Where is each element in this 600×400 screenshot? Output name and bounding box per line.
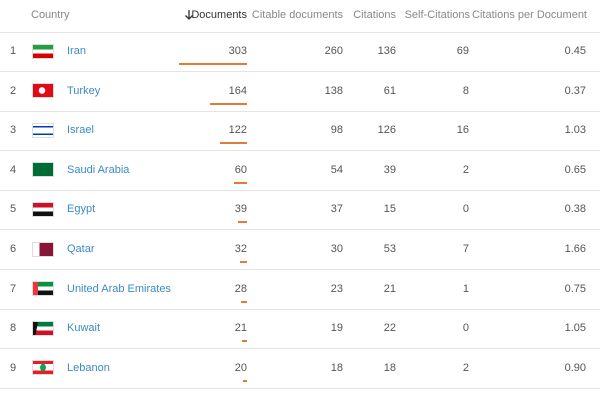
cell: 136 [377,45,396,57]
cell: 260 [324,45,343,57]
cell: 2 [462,163,469,176]
cell: 39 [383,163,396,176]
column-header[interactable]: Citations per Document [472,9,587,21]
column-header[interactable]: Self-Citations [404,9,470,21]
documents-bar [219,142,247,145]
cell: 54 [330,163,343,176]
cell: 30 [330,243,343,255]
cell: 138 [324,84,343,97]
cell: 0.75 [564,282,586,295]
country-link[interactable]: Israel [67,124,94,137]
documents-bar [239,261,247,263]
cell: 0.45 [564,45,586,57]
documents: 32 [234,243,247,255]
documents-bar [240,300,247,303]
documents-bar [178,63,247,65]
documents: 303 [228,45,247,57]
sort-arrow[interactable] [185,10,193,20]
flag-icon [33,242,53,256]
country-link[interactable]: Egypt [67,203,96,216]
rank: 7 [10,282,17,295]
country-link[interactable]: Qatar [67,243,95,255]
column-header[interactable]: Citable documents [251,9,343,21]
cell: 0.90 [564,361,586,374]
cell: 19 [330,322,343,335]
cell: 1.03 [564,124,586,137]
cell: 16 [456,124,469,137]
documents: 20 [234,361,247,374]
cell: 2 [462,361,469,374]
cell: 23 [330,282,343,295]
row-divider [0,71,600,72]
documents-bar [238,221,247,224]
cell: 0.38 [564,203,586,216]
country-link[interactable]: Turkey [67,84,101,97]
rank: 1 [10,45,17,57]
documents: 39 [234,203,247,216]
cell: 1.05 [564,322,586,335]
cell: 0 [462,322,469,335]
cell: 0.65 [564,163,586,176]
documents: 60 [234,163,247,176]
cell: 69 [456,45,469,57]
cell: 7 [462,243,469,255]
column-header[interactable]: Documents [191,9,247,21]
flag-icon [33,282,53,296]
documents-bar [242,340,247,343]
row-divider [0,229,600,231]
row-divider [0,110,600,112]
country-link[interactable]: Iran [67,45,86,57]
cell: 126 [377,124,396,137]
flag-icon [33,44,53,58]
rank: 4 [10,163,17,176]
flag-icon [33,321,53,335]
cell: 1 [462,282,469,295]
flag-icon [33,84,53,98]
documents: 164 [228,84,247,97]
documents: 122 [228,124,247,137]
cell: 98 [330,124,343,137]
rank: 6 [10,243,17,255]
rank: 3 [10,124,17,137]
flag-icon [33,163,53,177]
cell: 37 [330,203,343,216]
cell: 18 [330,361,343,374]
flag-icon [33,123,53,137]
documents-bar [233,181,247,184]
documents-bar [210,102,247,105]
cell: 18 [383,361,396,374]
country-link[interactable]: Kuwait [67,322,101,335]
cell: 61 [383,84,396,97]
row-divider [0,308,600,310]
cell: 0.37 [564,84,586,97]
rank: 5 [10,203,17,216]
cell: 15 [383,203,396,216]
cell: 53 [383,243,396,255]
rank: 8 [10,322,17,335]
row-divider [0,387,600,389]
rank: 2 [10,84,17,97]
cell: 22 [383,322,396,335]
row-divider [0,150,600,152]
row-divider [0,189,600,191]
country-link[interactable]: Lebanon [67,361,110,374]
flag-icon [33,361,53,375]
documents: 21 [234,322,247,335]
cell: 1.66 [564,243,586,255]
country-link[interactable]: United Arab Emirates [67,282,171,295]
rank: 9 [10,361,17,374]
row-divider [0,348,600,350]
country-link[interactable]: Saudi Arabia [67,163,130,176]
column-header[interactable]: Country [31,9,70,21]
cell: 8 [462,84,469,97]
documents-bar [242,379,247,382]
header-divider [0,32,600,33]
cell: 21 [383,282,396,295]
row-divider [0,269,600,270]
column-header[interactable]: Citations [353,9,396,21]
documents: 28 [234,282,247,295]
cell: 0 [462,203,469,216]
flag-icon [33,202,53,216]
